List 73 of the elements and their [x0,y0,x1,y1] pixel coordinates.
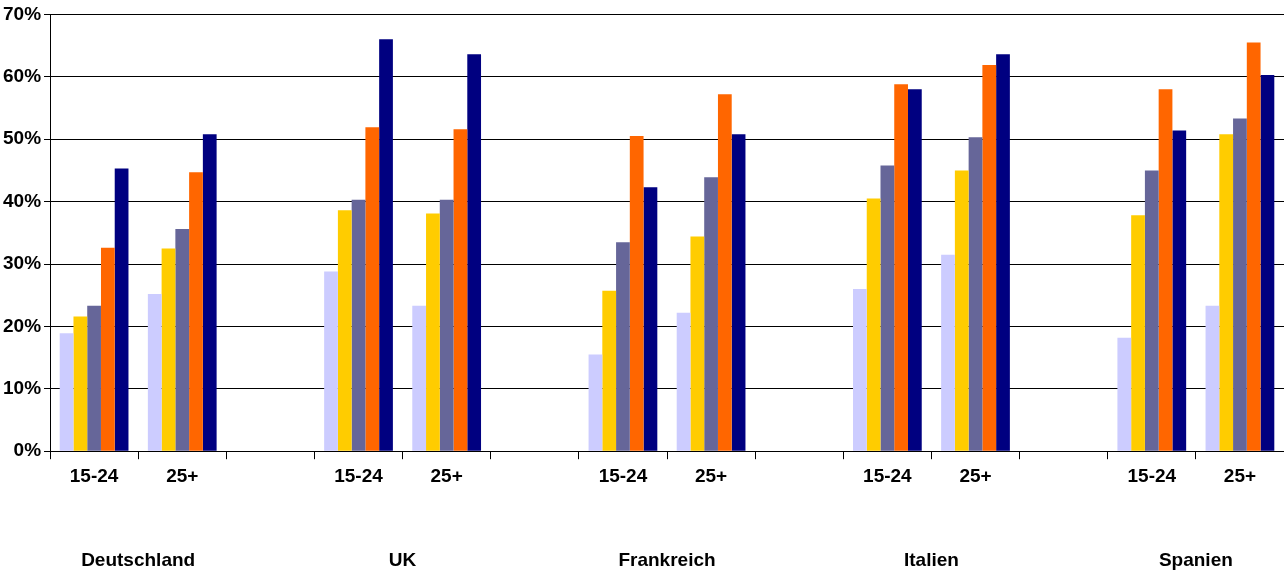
bar [1158,89,1173,451]
bar [147,293,162,451]
bar [894,84,908,451]
y-tick-label: 50% [3,127,42,149]
bar [616,242,630,451]
bar [866,198,881,451]
bar [954,170,969,451]
bar [175,229,190,451]
bar [453,129,468,451]
x-tick-label: 25+ [166,464,199,486]
bar [412,305,427,451]
bar [602,290,617,451]
bar [643,187,658,451]
text: Frankreich [618,549,716,570]
bar [324,271,338,451]
bar [690,236,705,451]
x-tick-label: 25+ [430,464,463,486]
x-tick-label: 25+ [694,464,728,486]
y-tick-label: 20% [3,314,42,336]
bar [629,136,644,451]
bar [1144,170,1159,451]
bar [880,165,895,451]
y-tick-label: 40% [3,189,42,211]
text: Spanien [1158,549,1233,570]
bar [941,254,955,451]
y-tick-label: 10% [3,377,42,399]
bar [1246,42,1261,451]
bar [1233,118,1247,451]
y-tick-label: 30% [3,252,42,274]
bar [87,305,101,451]
bar [996,54,1010,451]
bar [982,64,997,451]
x-tick-label: 15-24 [863,464,913,486]
bar [426,213,440,451]
x-tick-label: 25+ [1223,464,1257,486]
bar [439,199,454,451]
bar [968,137,983,451]
bar [351,199,366,451]
bar [1172,130,1187,451]
bar [731,134,746,451]
bar [1260,74,1275,451]
x-tick-label: 15-24 [69,464,119,486]
bar [676,312,691,451]
bar [1131,215,1145,451]
bar [717,94,732,451]
bar [189,172,203,451]
bar [1117,337,1132,451]
text: Italien [903,549,959,570]
y-tick-label: 70% [3,2,42,24]
bar [1219,134,1234,451]
bar [100,247,115,451]
y-tick-label: 0% [13,439,42,461]
bar [467,54,482,451]
text: UK [388,549,417,570]
bar [1205,305,1220,451]
bar [59,333,74,451]
x-tick-label: 15-24 [1127,464,1177,486]
bar [114,168,129,451]
bar [588,354,603,451]
x-tick-label: 25+ [959,464,992,486]
bar [365,127,380,451]
x-tick-label: 15-24 [334,464,384,486]
x-tick-label: 15-24 [598,464,648,486]
bar [202,134,217,451]
y-tick-label: 60% [3,65,42,87]
text: Deutschland [81,549,196,570]
bar [73,316,88,451]
bar [852,288,867,451]
bar [337,210,352,451]
bar [704,177,718,451]
bar [379,39,393,451]
bar [161,248,176,451]
bar [907,89,922,451]
